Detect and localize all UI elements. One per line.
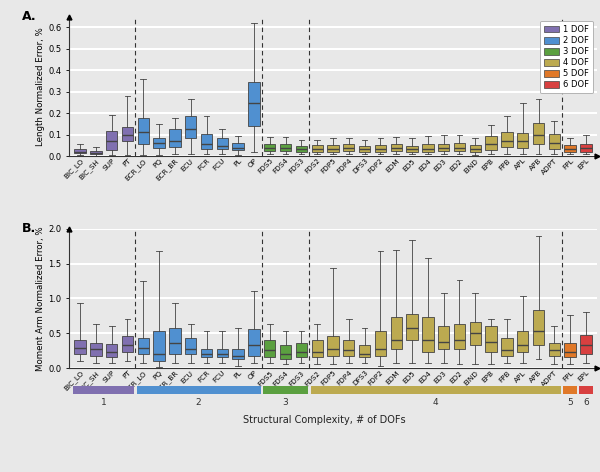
PathPatch shape	[470, 145, 481, 152]
PathPatch shape	[217, 349, 228, 357]
PathPatch shape	[422, 317, 434, 352]
PathPatch shape	[359, 345, 370, 357]
PathPatch shape	[201, 349, 212, 357]
PathPatch shape	[454, 143, 465, 152]
Y-axis label: Length Normalized Error, %: Length Normalized Error, %	[37, 27, 46, 146]
PathPatch shape	[517, 331, 529, 352]
PathPatch shape	[470, 322, 481, 345]
PathPatch shape	[74, 149, 86, 153]
PathPatch shape	[565, 343, 576, 357]
PathPatch shape	[296, 146, 307, 152]
PathPatch shape	[122, 336, 133, 352]
PathPatch shape	[517, 133, 529, 148]
PathPatch shape	[185, 338, 196, 354]
PathPatch shape	[406, 314, 418, 340]
PathPatch shape	[232, 349, 244, 359]
Text: 2: 2	[196, 398, 202, 407]
Text: 5: 5	[567, 398, 573, 407]
PathPatch shape	[154, 331, 165, 361]
PathPatch shape	[375, 145, 386, 152]
PathPatch shape	[185, 116, 196, 138]
PathPatch shape	[438, 143, 449, 152]
PathPatch shape	[264, 144, 275, 151]
PathPatch shape	[533, 124, 544, 143]
Text: B.: B.	[22, 222, 36, 235]
PathPatch shape	[406, 146, 418, 152]
PathPatch shape	[217, 138, 228, 149]
PathPatch shape	[343, 340, 355, 355]
PathPatch shape	[391, 317, 402, 349]
PathPatch shape	[548, 134, 560, 149]
PathPatch shape	[137, 338, 149, 354]
PathPatch shape	[280, 345, 291, 359]
PathPatch shape	[280, 143, 291, 151]
Legend: 1 DOF, 2 DOF, 3 DOF, 4 DOF, 5 DOF, 6 DOF: 1 DOF, 2 DOF, 3 DOF, 4 DOF, 5 DOF, 6 DOF	[540, 21, 593, 93]
PathPatch shape	[438, 326, 449, 349]
PathPatch shape	[565, 145, 576, 152]
PathPatch shape	[548, 343, 560, 355]
PathPatch shape	[375, 331, 386, 355]
PathPatch shape	[359, 146, 370, 152]
PathPatch shape	[391, 143, 402, 152]
Text: 3: 3	[283, 398, 289, 407]
PathPatch shape	[122, 127, 133, 142]
Text: Structural Complexity, # of DOFs: Structural Complexity, # of DOFs	[242, 415, 406, 425]
Text: 6: 6	[583, 398, 589, 407]
PathPatch shape	[454, 324, 465, 349]
PathPatch shape	[106, 131, 118, 150]
PathPatch shape	[422, 144, 434, 152]
PathPatch shape	[90, 343, 101, 355]
PathPatch shape	[328, 336, 338, 355]
PathPatch shape	[311, 145, 323, 152]
PathPatch shape	[485, 136, 497, 150]
PathPatch shape	[90, 151, 101, 154]
PathPatch shape	[137, 118, 149, 143]
PathPatch shape	[485, 326, 497, 352]
PathPatch shape	[74, 340, 86, 354]
PathPatch shape	[296, 343, 307, 357]
PathPatch shape	[343, 143, 355, 152]
PathPatch shape	[248, 82, 260, 126]
PathPatch shape	[311, 340, 323, 357]
Y-axis label: Moment Arm Normalized Error, %: Moment Arm Normalized Error, %	[37, 226, 46, 371]
PathPatch shape	[201, 134, 212, 149]
PathPatch shape	[328, 145, 338, 152]
PathPatch shape	[154, 138, 165, 148]
Text: A.: A.	[22, 9, 36, 23]
PathPatch shape	[501, 132, 512, 147]
PathPatch shape	[533, 310, 544, 345]
Text: 4: 4	[433, 398, 439, 407]
PathPatch shape	[248, 329, 260, 355]
PathPatch shape	[501, 338, 512, 355]
PathPatch shape	[106, 345, 118, 357]
PathPatch shape	[580, 335, 592, 354]
PathPatch shape	[169, 328, 181, 354]
PathPatch shape	[169, 129, 181, 147]
PathPatch shape	[232, 143, 244, 150]
PathPatch shape	[580, 143, 592, 152]
Text: 1: 1	[101, 398, 107, 407]
PathPatch shape	[264, 340, 275, 357]
